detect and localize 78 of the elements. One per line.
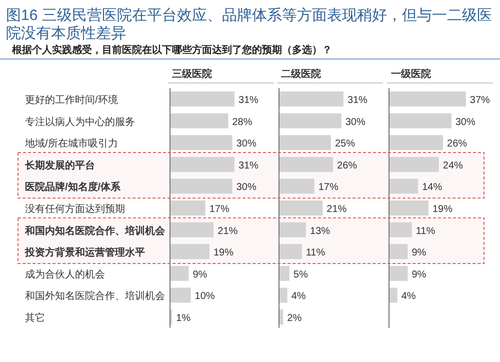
bar [170,156,234,172]
data-label: 17% [209,204,230,215]
data-label: 19% [432,204,453,215]
bar [389,288,398,303]
bar [389,135,444,150]
data-label: 9% [412,248,426,259]
data-label: 31% [238,160,259,172]
bar [279,156,334,172]
chart-title: 图16 三级民营医院在平台效应、品牌体系等方面表现稍好，但与一二级医院没有本质性差异 [6,7,492,42]
data-label: 10% [194,291,215,302]
data-label: 21% [218,226,238,237]
bar [279,113,342,128]
bar [389,200,428,216]
bar [170,222,214,238]
bar [170,266,189,281]
data-label: 30% [236,138,256,150]
y-tick-label: 成为合伙人的机会 [25,268,105,280]
data-label: 30% [236,182,256,194]
data-label: 4% [291,291,306,302]
data-label: 26% [447,138,468,150]
bar [279,178,314,194]
data-label: 31% [238,95,259,106]
y-tick-label: 地域/所在城市吸引力 [24,138,118,150]
data-label: 21% [326,204,347,215]
data-label: 1% [176,313,191,324]
y-tick-label: 长期发展的平台 [24,159,95,172]
chart-subtitle: 根据个人实践感受，目前医院在以下哪些方面达到了您的预期（多选）？ [11,44,332,56]
data-label: 13% [310,226,330,237]
data-label: 28% [232,116,252,128]
bar [170,92,234,106]
y-tick-label: 投资方背景和运营管理水平 [24,246,145,259]
data-label: 37% [470,95,490,106]
y-tick-label: 更好的工作时间/环境 [25,94,118,106]
bar [170,200,206,216]
bar [279,222,306,238]
data-label: 4% [401,291,416,302]
data-label: 31% [347,95,368,106]
y-tick-label: 没有任何方面达到预期 [25,203,125,215]
y-tick-label: 医院品牌/知名度/体系 [25,181,122,194]
data-label: 9% [412,269,426,280]
bar [389,266,408,281]
bar [279,288,288,303]
data-label: 14% [422,182,442,194]
bar [389,222,412,238]
data-label: 11% [306,248,326,259]
bar [170,244,210,260]
bar [170,178,232,194]
data-label: 24% [442,160,464,172]
data-label: 30% [345,116,366,128]
data-label: 26% [337,160,358,172]
bar [170,113,228,128]
bar [389,92,466,106]
data-label: 9% [192,269,208,280]
y-tick-label: 专注以病人为中心的服务 [25,116,135,128]
y-tick-label: 和国外知名医院合作、培训机会 [25,290,165,302]
bar [389,113,452,128]
data-label: 17% [318,182,338,194]
y-tick-label: 和国内知名医院合作、培训机会 [24,224,166,237]
bar [279,266,290,281]
bar [279,200,323,216]
series-label: 一级医院 [391,68,431,80]
bar [170,135,232,150]
bar [389,178,418,194]
data-label: 2% [287,313,302,324]
data-label: 19% [214,248,234,259]
bar [279,135,331,150]
bar [389,244,408,260]
bar [279,244,302,260]
data-label: 11% [416,226,436,237]
y-tick-label: 其它 [25,312,45,324]
data-label: 30% [455,116,476,128]
bar [279,92,344,106]
bar [389,156,439,172]
bar [170,288,191,303]
data-label: 5% [293,269,308,280]
series-label: 二级医院 [281,68,321,80]
data-label: 25% [334,138,356,150]
series-label: 三级医院 [172,68,212,80]
